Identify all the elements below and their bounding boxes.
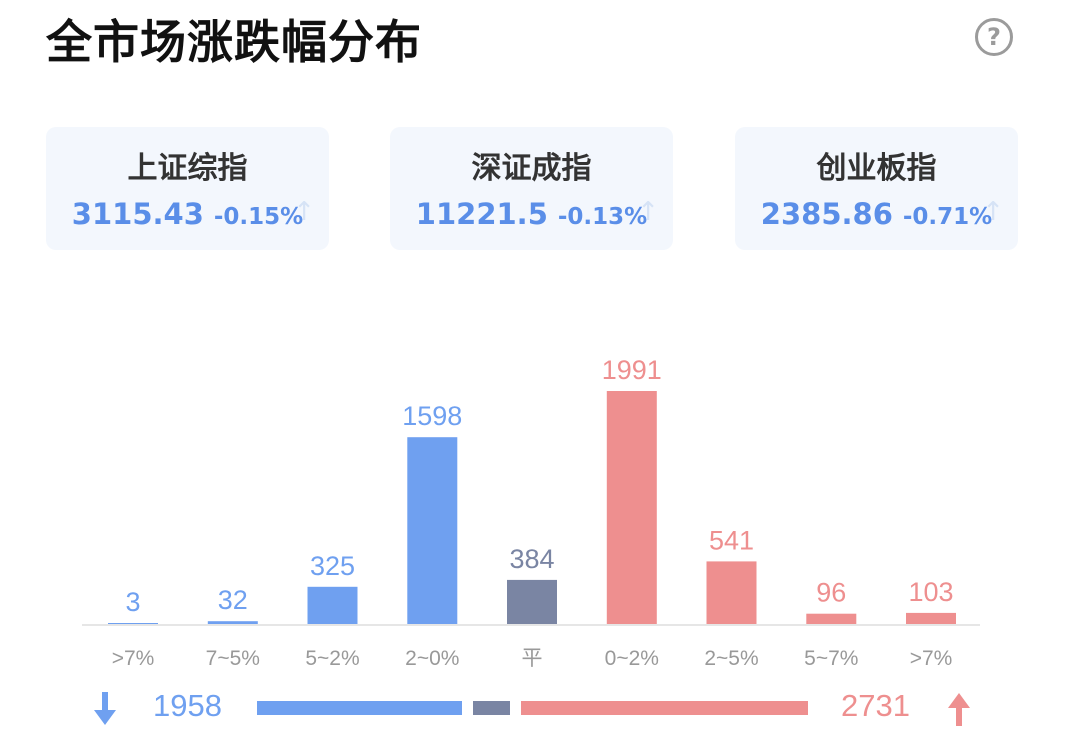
category-label: 2~0% <box>405 647 459 670</box>
index-value: 11221.5 <box>415 197 548 231</box>
category-label: >7% <box>112 647 155 670</box>
down-proportion-bar <box>257 701 462 715</box>
up-proportion-bar <box>521 701 808 715</box>
category-label: 7~5% <box>206 647 260 670</box>
up-count: 2731 <box>841 688 910 723</box>
bar-value-label: 32 <box>218 585 248 615</box>
bar-up-6[interactable] <box>706 561 757 625</box>
bar-value-label: 541 <box>709 525 754 555</box>
watermark-arrow-icon: ↑ <box>982 197 1004 227</box>
category-label: 平 <box>522 647 543 670</box>
category-label: 0~2% <box>605 647 659 670</box>
index-change: -0.13% <box>557 204 648 230</box>
bar-value-label: 384 <box>509 544 554 574</box>
index-name: 深证成指 <box>471 151 592 186</box>
distribution-bar-chart: 3 >7% 32 7~5% 325 5~2% 1598 2~0% 384 平 1991 0~2% 541… <box>82 355 980 670</box>
category-label: >7% <box>910 647 953 670</box>
bars-layer <box>108 391 956 625</box>
index-card-chinext[interactable]: 创业板指 2385.86 -0.71% ↑ <box>735 127 1018 250</box>
labels-layer: 3 >7% 32 7~5% 325 5~2% 1598 2~0% 384 平 1991 0~2% 541… <box>112 355 954 670</box>
category-label: 5~2% <box>305 647 359 670</box>
bar-value-label: 103 <box>908 577 953 607</box>
arrow-down-icon <box>94 692 116 725</box>
watermark-arrow-icon: ↑ <box>293 197 315 227</box>
bar-flat-4[interactable] <box>507 579 557 625</box>
bar-up-5[interactable] <box>606 391 657 625</box>
index-name: 上证综指 <box>127 151 248 186</box>
index-card-szse[interactable]: 深证成指 11221.5 -0.13% ↑ <box>390 127 673 250</box>
bar-value-label: 325 <box>310 551 355 581</box>
bar-up-7[interactable] <box>806 613 857 625</box>
index-values: 3115.43 -0.15% <box>46 197 329 231</box>
index-change: -0.15% <box>213 204 304 230</box>
bar-down-3[interactable] <box>407 437 458 625</box>
index-change: -0.71% <box>902 204 993 230</box>
watermark-arrow-icon: ↑ <box>637 197 659 227</box>
index-value: 2385.86 <box>760 197 893 231</box>
bar-up-8[interactable] <box>906 612 956 625</box>
bar-down-1[interactable] <box>207 621 258 625</box>
bar-value-label: 1991 <box>602 355 662 385</box>
category-label: 2~5% <box>704 647 758 670</box>
rise-fall-summary: 1958 2731 <box>0 684 1066 734</box>
category-label: 5~7% <box>804 647 858 670</box>
index-card-sse[interactable]: 上证综指 3115.43 -0.15% ↑ <box>46 127 329 250</box>
down-count: 1958 <box>153 688 222 723</box>
index-name: 创业板指 <box>816 151 937 186</box>
bar-value-label: 1598 <box>402 401 462 431</box>
index-value: 3115.43 <box>71 197 204 231</box>
help-icon[interactable]: ? <box>975 18 1013 56</box>
page-title: 全市场涨跌幅分布 <box>46 15 422 69</box>
arrow-up-icon <box>948 693 970 726</box>
index-values: 2385.86 -0.71% <box>735 197 1018 231</box>
bar-down-2[interactable] <box>307 586 358 625</box>
bar-value-label: 3 <box>125 587 140 617</box>
bar-value-label: 96 <box>816 578 846 608</box>
index-values: 11221.5 -0.13% <box>390 197 673 231</box>
flat-proportion-bar <box>473 701 510 715</box>
